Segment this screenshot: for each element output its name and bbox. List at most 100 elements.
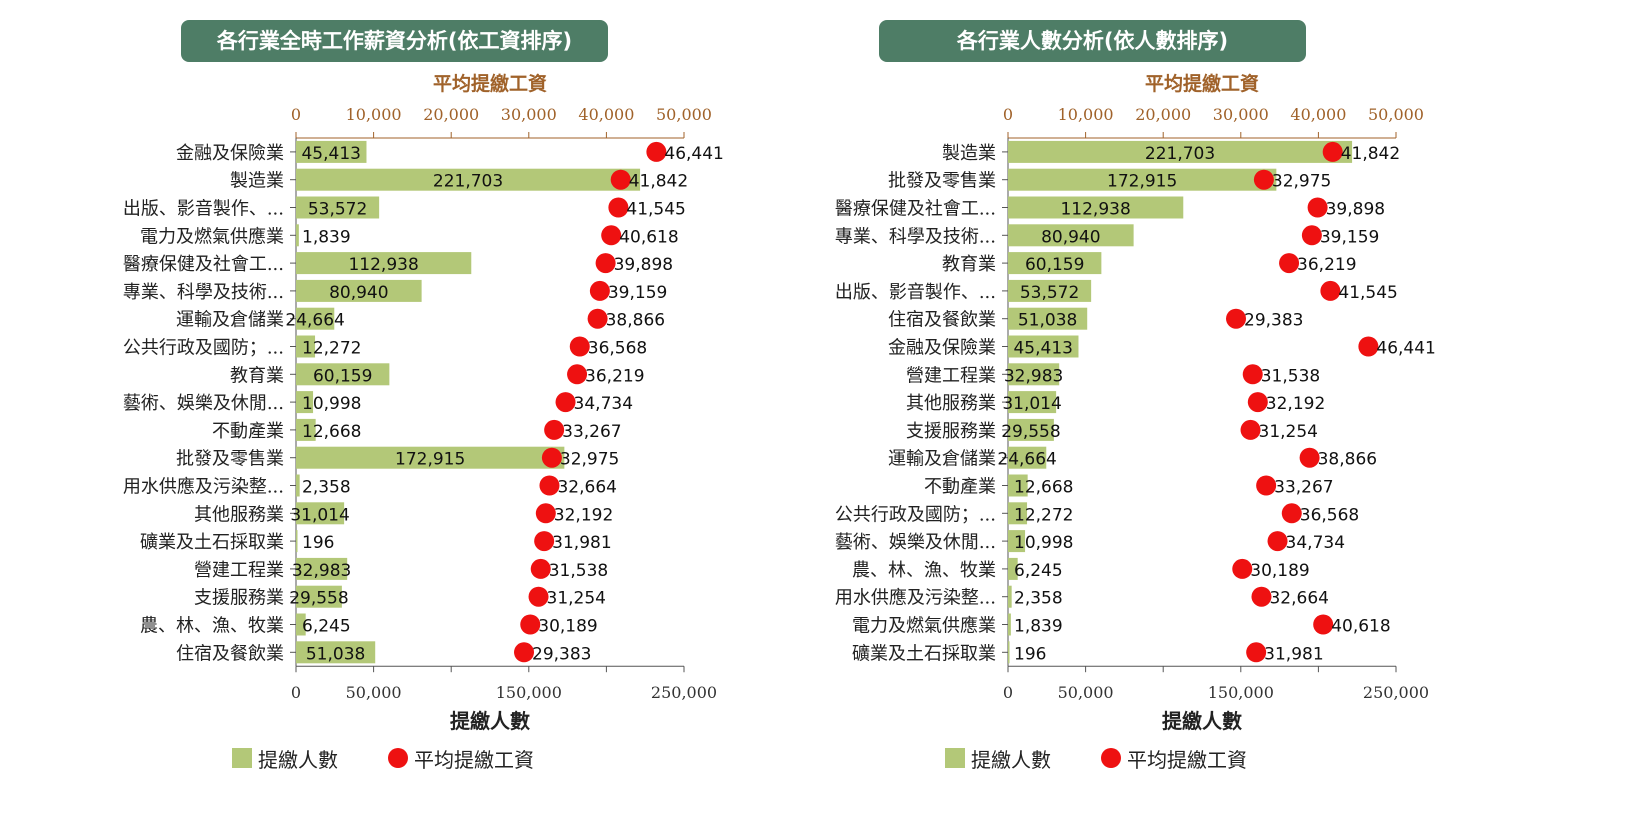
headcount-bar bbox=[1008, 613, 1011, 636]
headcount-bar bbox=[1008, 196, 1184, 219]
headcount-label: 10,998 bbox=[302, 394, 361, 414]
headcount-label: 60,159 bbox=[313, 366, 372, 386]
headcount-label: 172,915 bbox=[1107, 172, 1177, 192]
headcount-bar bbox=[1008, 307, 1088, 330]
wage-label: 31,538 bbox=[1261, 366, 1320, 386]
headcount-label: 6,245 bbox=[302, 617, 351, 637]
wage-label: 31,538 bbox=[549, 561, 608, 581]
category-label: 支援服務業 bbox=[906, 421, 996, 442]
wage-dot bbox=[1251, 586, 1272, 607]
wage-dot bbox=[595, 253, 616, 274]
wage-dot bbox=[1226, 308, 1247, 329]
headcount-bar bbox=[296, 140, 367, 163]
wage-label: 32,664 bbox=[557, 478, 616, 498]
wage-dot bbox=[530, 558, 551, 579]
legend-bar-swatch bbox=[945, 748, 965, 768]
wage-label: 32,192 bbox=[554, 505, 613, 525]
legend-dot-swatch bbox=[1101, 748, 1121, 768]
category-label: 農、林、漁、牧業 bbox=[140, 616, 284, 637]
headcount-label: 221,703 bbox=[1145, 144, 1215, 164]
bottom-axis-label: 提繳人數 bbox=[450, 709, 530, 733]
legend-bar-label: 提繳人數 bbox=[258, 747, 338, 772]
headcount-label: 60,159 bbox=[1025, 255, 1084, 275]
wage-label: 32,664 bbox=[1269, 589, 1328, 609]
top-tick-label: 40,000 bbox=[578, 105, 634, 124]
wage-label: 29,383 bbox=[532, 644, 591, 664]
headcount-label: 172,915 bbox=[395, 450, 465, 470]
headcount-bar bbox=[1008, 363, 1060, 386]
wage-dot bbox=[1253, 169, 1274, 190]
wage-dot bbox=[520, 614, 541, 635]
bottom-tick-label: 150,000 bbox=[1208, 683, 1274, 702]
category-label: 電力及燃氣供應業 bbox=[852, 615, 996, 637]
category-label: 批發及零售業 bbox=[176, 449, 284, 470]
headcount-label: 29,558 bbox=[289, 589, 348, 609]
wage-label: 38,866 bbox=[606, 311, 665, 331]
wage-dot bbox=[1279, 253, 1300, 274]
category-label: 營建工程業 bbox=[194, 560, 284, 581]
headcount-chart-panel: 各行業人數分析(依人數排序) 平均提繳工資 0 10,000 20,000 30,000… bbox=[825, 0, 1650, 814]
category-label: 支援服務業 bbox=[194, 588, 284, 609]
category-label: 教育業 bbox=[942, 254, 996, 275]
headcount-chart: 平均提繳工資 0 10,000 20,000 30,000 40,000 50,000 製造業… bbox=[835, 72, 1436, 733]
wage-dot bbox=[1246, 642, 1267, 663]
category-label: 製造業 bbox=[942, 143, 996, 164]
headcount-bar bbox=[296, 418, 316, 441]
bottom-tick-label: 50,000 bbox=[346, 683, 402, 702]
legend: 提繳人數 平均提繳工資 bbox=[232, 742, 534, 774]
wage-dot bbox=[1320, 280, 1341, 301]
bottom-tick-label: 0 bbox=[1003, 683, 1013, 702]
headcount-label: 45,413 bbox=[1013, 339, 1072, 359]
wage-label: 31,981 bbox=[1264, 644, 1323, 664]
wage-label: 31,254 bbox=[1259, 422, 1318, 442]
wage-dot bbox=[569, 336, 590, 357]
wage-label: 40,618 bbox=[619, 227, 678, 247]
headcount-label: 12,668 bbox=[302, 422, 361, 442]
headcount-bar bbox=[1008, 641, 1010, 664]
wage-label: 33,267 bbox=[562, 422, 621, 442]
legend-bar-label: 提繳人數 bbox=[971, 747, 1051, 772]
headcount-bar bbox=[296, 196, 380, 219]
wage-label: 39,159 bbox=[1320, 227, 1379, 247]
headcount-label: 53,572 bbox=[308, 200, 367, 220]
category-label: 其他服務業 bbox=[906, 393, 996, 414]
headcount-label: 53,572 bbox=[1020, 283, 1079, 303]
headcount-label: 1,839 bbox=[302, 227, 351, 247]
headcount-label: 12,668 bbox=[1014, 478, 1073, 498]
headcount-label: 31,014 bbox=[1002, 394, 1061, 414]
chart-title: 各行業全時工作薪資分析(依工資排序) bbox=[181, 20, 608, 62]
category-label: 公共行政及國防；... bbox=[123, 338, 284, 359]
wage-label: 31,981 bbox=[552, 533, 611, 553]
salary-chart: 平均提繳工資 0 10,000 20,000 30,000 40,000 50,000 金融及… bbox=[123, 72, 724, 733]
wage-dot bbox=[1256, 475, 1277, 496]
headcount-label: 12,272 bbox=[1014, 505, 1073, 525]
wage-dot bbox=[534, 531, 555, 552]
wage-label: 39,159 bbox=[608, 283, 667, 303]
top-axis-label: 平均提繳工資 bbox=[433, 72, 547, 95]
wage-dot bbox=[1313, 614, 1334, 635]
headcount-bar bbox=[1008, 502, 1028, 525]
bottom-axis-label: 提繳人數 bbox=[1162, 709, 1242, 733]
category-label: 礦業及土石採取業 bbox=[852, 643, 996, 664]
wage-label: 36,568 bbox=[588, 339, 647, 359]
wage-dot bbox=[610, 169, 631, 190]
headcount-label: 32,983 bbox=[292, 561, 351, 581]
headcount-label: 10,998 bbox=[1014, 533, 1073, 553]
category-label: 醫療保健及社會工... bbox=[123, 254, 284, 275]
wage-dot bbox=[1232, 558, 1253, 579]
headcount-bar bbox=[1008, 224, 1134, 247]
headcount-bar bbox=[1008, 530, 1026, 553]
category-label: 製造業 bbox=[230, 171, 284, 192]
wage-label: 39,898 bbox=[1326, 200, 1385, 220]
category-label: 農、林、漁、牧業 bbox=[852, 560, 996, 581]
headcount-bar bbox=[1008, 335, 1079, 358]
chart-title: 各行業人數分析(依人數排序) bbox=[879, 20, 1306, 62]
wage-label: 32,975 bbox=[1272, 172, 1331, 192]
headcount-bar bbox=[296, 530, 298, 553]
top-tick-label: 0 bbox=[291, 105, 301, 124]
legend-dot-label: 平均提繳工資 bbox=[414, 747, 534, 772]
wage-dot bbox=[1358, 336, 1379, 357]
legend-dot-label: 平均提繳工資 bbox=[1127, 747, 1247, 772]
top-tick-label: 30,000 bbox=[1213, 105, 1269, 124]
top-tick-label: 50,000 bbox=[1368, 105, 1424, 124]
